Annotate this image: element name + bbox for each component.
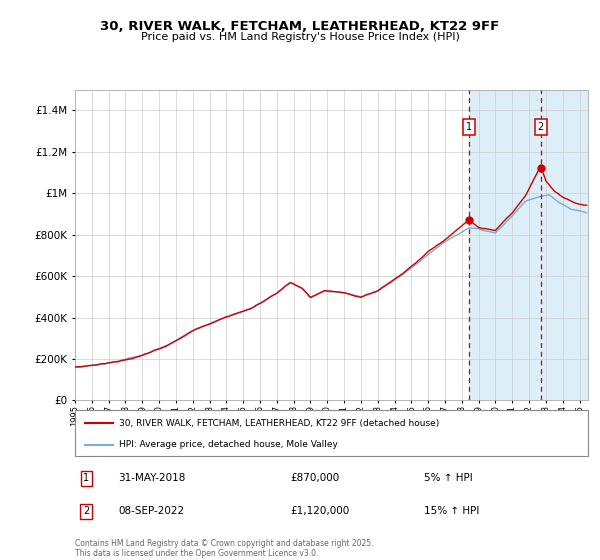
Text: 1: 1 xyxy=(83,473,89,483)
Text: Contains HM Land Registry data © Crown copyright and database right 2025.
This d: Contains HM Land Registry data © Crown c… xyxy=(75,539,373,558)
Text: 2: 2 xyxy=(538,122,544,132)
FancyBboxPatch shape xyxy=(75,410,588,456)
Text: 1: 1 xyxy=(466,122,472,132)
Bar xyxy=(469,90,588,400)
Text: 15% ↑ HPI: 15% ↑ HPI xyxy=(424,506,479,516)
Text: 08-SEP-2022: 08-SEP-2022 xyxy=(119,506,185,516)
Text: 30, RIVER WALK, FETCHAM, LEATHERHEAD, KT22 9FF: 30, RIVER WALK, FETCHAM, LEATHERHEAD, KT… xyxy=(100,20,500,32)
Text: 2: 2 xyxy=(83,506,89,516)
Text: £1,120,000: £1,120,000 xyxy=(290,506,350,516)
Text: 31-MAY-2018: 31-MAY-2018 xyxy=(119,473,186,483)
Text: £870,000: £870,000 xyxy=(290,473,340,483)
Text: 5% ↑ HPI: 5% ↑ HPI xyxy=(424,473,473,483)
Text: 30, RIVER WALK, FETCHAM, LEATHERHEAD, KT22 9FF (detached house): 30, RIVER WALK, FETCHAM, LEATHERHEAD, KT… xyxy=(119,419,439,428)
Text: HPI: Average price, detached house, Mole Valley: HPI: Average price, detached house, Mole… xyxy=(119,440,337,450)
Text: Price paid vs. HM Land Registry's House Price Index (HPI): Price paid vs. HM Land Registry's House … xyxy=(140,32,460,43)
